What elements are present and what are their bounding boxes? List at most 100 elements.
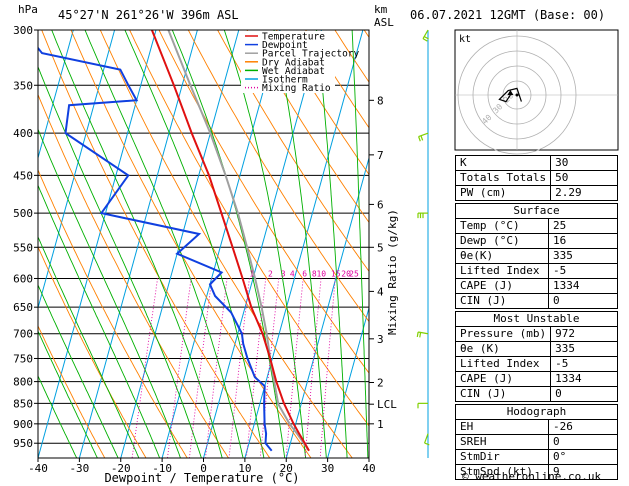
mu-value: 972 bbox=[550, 326, 618, 342]
wet-adiabat-line bbox=[273, 30, 327, 458]
hodograph-table: Hodograph EH -26 SREH 0 StmDir 0° StmSpd (k… bbox=[455, 404, 618, 480]
table-row: EH -26 bbox=[455, 419, 618, 435]
dry-adiabat-line bbox=[70, 30, 312, 458]
index-label: PW (cm) bbox=[454, 185, 552, 201]
wind-barb-flag bbox=[422, 38, 428, 42]
wind-barb-flag bbox=[418, 136, 421, 142]
pressure-tick-label: 300 bbox=[13, 24, 33, 37]
copyright-footer: © weatheronline.co.uk bbox=[462, 470, 602, 483]
legend-entry: Mixing Ratio bbox=[262, 83, 331, 94]
table-row: θe(K) 335 bbox=[455, 248, 618, 264]
table-row: θe (K) 335 bbox=[454, 341, 618, 357]
wet-adiabat-line bbox=[171, 30, 286, 458]
wind-barb-flag bbox=[419, 332, 422, 338]
wet-adiabat-line bbox=[38, 283, 119, 458]
sounding-curves bbox=[38, 30, 310, 452]
hodo-label: EH bbox=[455, 419, 549, 435]
dry-adiabat-line bbox=[38, 168, 188, 458]
surface-value: 335 bbox=[548, 248, 618, 264]
hodo-value: -26 bbox=[548, 419, 618, 435]
km-tick-label: 3 bbox=[377, 333, 384, 346]
grid-lines bbox=[38, 30, 369, 458]
index-label: K bbox=[454, 155, 552, 171]
mixing-ratio-label: 20 bbox=[341, 269, 351, 278]
wind-barb bbox=[422, 29, 429, 39]
x-tick-label: -10 bbox=[152, 462, 172, 475]
hodograph-title: Hodograph bbox=[455, 404, 618, 420]
table-row: Temp (°C) 25 bbox=[455, 218, 618, 234]
legend-entry: Parcel Trajectory bbox=[262, 49, 360, 60]
wet-adiabat-line bbox=[38, 235, 140, 458]
pressure-tick-label: 950 bbox=[13, 437, 33, 450]
dry-adiabat-line bbox=[246, 30, 369, 224]
pressure-tick-label: 400 bbox=[13, 127, 33, 140]
hodo-label: StmSpd (kt) bbox=[455, 464, 549, 480]
dry-adiabat-line bbox=[99, 30, 353, 458]
wind-barb-flag bbox=[424, 442, 430, 446]
dry-adiabat-line bbox=[38, 324, 106, 458]
mixing-ratio-line bbox=[188, 278, 213, 458]
pressure-tick-label: 800 bbox=[13, 376, 33, 389]
isotherm-line bbox=[38, 30, 116, 310]
pressure-tick-label: 850 bbox=[13, 397, 33, 410]
mu-value: 1334 bbox=[550, 371, 618, 387]
wind-barb-flag bbox=[420, 135, 424, 141]
pressure-tick-label: 900 bbox=[13, 418, 33, 431]
surface-label: Lifted Index bbox=[455, 263, 549, 279]
storm-motion-marker bbox=[507, 90, 514, 95]
x-tick-label: 40 bbox=[362, 462, 375, 475]
surface-title: Surface bbox=[455, 203, 618, 219]
mixing-ratio-line bbox=[205, 278, 228, 458]
mixing-ratio-label: 2 bbox=[268, 269, 273, 278]
isotherm-line bbox=[161, 30, 281, 458]
legend-entry: Dewpoint bbox=[262, 40, 308, 51]
dewpoint-line bbox=[38, 46, 273, 452]
mixing-ratio-label: 15 bbox=[331, 269, 341, 278]
isotherm-line bbox=[78, 30, 198, 458]
dry-adiabat-line bbox=[41, 30, 271, 458]
isotherm-line bbox=[38, 30, 157, 458]
surface-value: 1334 bbox=[548, 278, 618, 294]
mixing-ratio-label: 10 bbox=[316, 269, 326, 278]
mu-label: θe (K) bbox=[454, 341, 552, 357]
surface-value: 16 bbox=[548, 233, 618, 249]
table-row: SREH 0 bbox=[455, 434, 618, 450]
dry-adiabat-line bbox=[158, 30, 369, 374]
hodograph-origin bbox=[515, 93, 519, 97]
wet-adiabat-line bbox=[38, 184, 161, 458]
km-tick-label: 2 bbox=[377, 377, 384, 390]
surface-label: CAPE (J) bbox=[455, 278, 549, 294]
legend-entry: Temperature bbox=[262, 32, 325, 43]
isotherm-line bbox=[285, 156, 369, 458]
mu-label: CAPE (J) bbox=[454, 371, 552, 387]
surface-value: 25 bbox=[548, 218, 618, 234]
surface-value: 0 bbox=[548, 293, 618, 309]
dry-adiabat-line bbox=[217, 30, 369, 273]
asl-label: ASL bbox=[374, 16, 394, 29]
isotherm-line bbox=[38, 30, 74, 160]
table-row: CAPE (J) 1334 bbox=[455, 278, 618, 294]
x-tick-label: -20 bbox=[111, 462, 131, 475]
pressure-tick-label: 350 bbox=[13, 79, 33, 92]
wet-adiabat-line bbox=[351, 30, 369, 458]
index-value: 50 bbox=[550, 170, 618, 186]
x-tick-label: -30 bbox=[69, 462, 89, 475]
wind-barb bbox=[418, 132, 429, 138]
wind-barb bbox=[424, 433, 429, 444]
dry-adiabat-line bbox=[187, 30, 369, 323]
mu-label: CIN (J) bbox=[454, 386, 552, 402]
km-label: km bbox=[374, 3, 388, 16]
wind-barb-flag bbox=[423, 35, 429, 40]
mu-value: 335 bbox=[550, 341, 618, 357]
hodo-label: SREH bbox=[455, 434, 549, 450]
table-row: StmDir 0° bbox=[455, 449, 618, 465]
table-row: CIN (J) 0 bbox=[454, 386, 618, 402]
km-tick-label: 8 bbox=[377, 94, 384, 107]
table-row: K 30 bbox=[454, 155, 618, 171]
wind-barb bbox=[418, 331, 429, 335]
temperature-line bbox=[150, 30, 310, 452]
dry-adiabat-line bbox=[38, 245, 147, 458]
